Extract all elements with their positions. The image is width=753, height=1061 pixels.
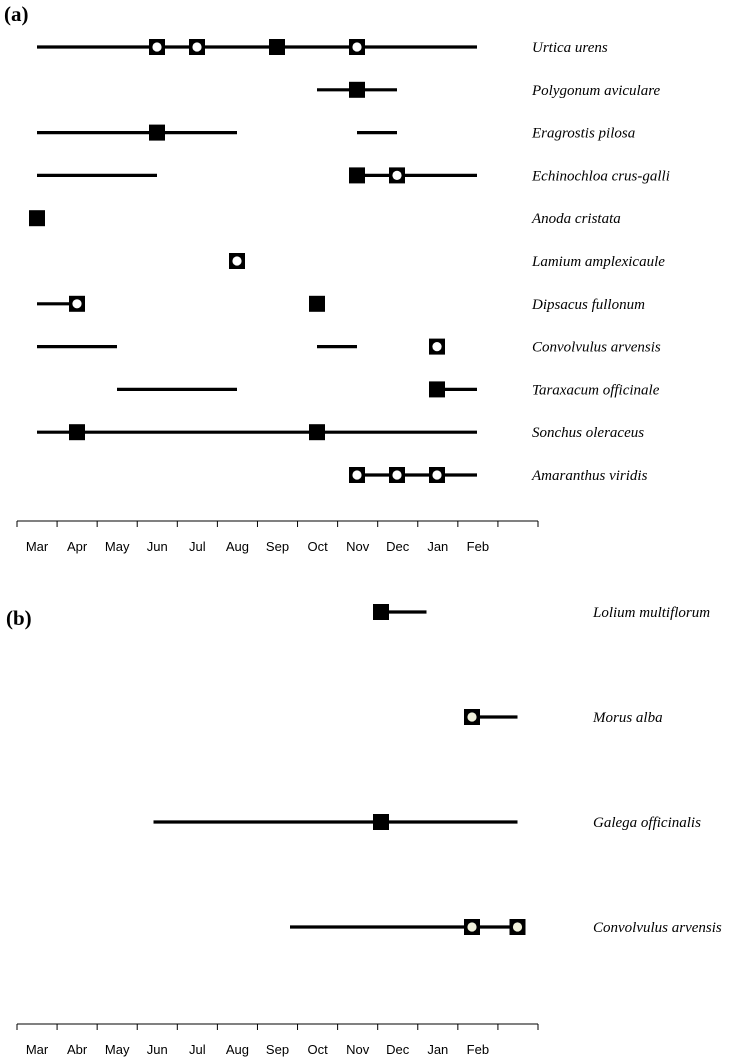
panel-b-x-tick-label-nov: Nov <box>346 1042 370 1057</box>
panel-a-taraxacum-officinale-filled-marker-0 <box>429 381 445 398</box>
panel-a-eragrostis-pilosa-filled-marker-0 <box>149 124 165 141</box>
panel-a-x-tick-label-sep: Sep <box>266 539 289 554</box>
panel-a-dipsacus-fullonum-open-marker-dot-0 <box>72 299 82 309</box>
panel-a-amaranthus-viridis-open-marker-dot-1 <box>392 470 402 480</box>
panel-b-lolium-multiflorum-label: Lolium multiflorum <box>592 605 710 621</box>
panel-a-dipsacus-fullonum-filled-marker-0 <box>309 295 325 312</box>
panel-a-x-tick-label-mar: Mar <box>26 539 49 554</box>
panel-a-echinochloa-crus-galli-filled-marker-0 <box>349 167 365 184</box>
panel-b-x-tick-label-may: May <box>105 1042 130 1057</box>
panel-b-morus-alba-label: Morus alba <box>592 710 663 726</box>
panel-a-sonchus-oleraceus-filled-marker-1 <box>309 424 325 441</box>
panel-a-x-tick-label-apr: Apr <box>67 539 88 554</box>
panel-a-urtica-urens-open-marker-dot-2 <box>352 42 362 52</box>
panel-a-taraxacum-officinale-label: Taraxacum officinale <box>532 382 660 398</box>
panel-a-x-tick-label-feb: Feb <box>467 539 489 554</box>
panel-a-x-tick-label-nov: Nov <box>346 539 370 554</box>
panel-a-x-tick-label-oct: Oct <box>307 539 328 554</box>
panel-b-morus-alba-open-marker-dot-0 <box>467 712 477 722</box>
panel-a-x-tick-label-dec: Dec <box>386 539 410 554</box>
panel-a-amaranthus-viridis-open-marker-dot-0 <box>352 470 362 480</box>
panel-b-x-tick-label-sep: Sep <box>266 1042 289 1057</box>
panel-label-b: (b) <box>6 606 32 630</box>
panel-b-convolvulus-arvensis-label: Convolvulus arvensis <box>593 920 722 936</box>
panel-b-x-tick-label-jun: Jun <box>147 1042 168 1057</box>
panel-b-x-tick-label-jul: Jul <box>189 1042 206 1057</box>
panel-b-galega-officinalis-label: Galega officinalis <box>593 815 701 831</box>
panel-b-galega-officinalis-filled-marker-0 <box>373 814 389 830</box>
panel-a-sonchus-oleraceus-filled-marker-0 <box>69 424 85 441</box>
panel-label-a: (a) <box>4 2 29 26</box>
panel-a-anoda-cristata-label: Anoda cristata <box>531 211 621 227</box>
panel-b-convolvulus-arvensis-open-marker-dot-1 <box>512 922 523 932</box>
panel-a-anoda-cristata-filled-marker-0 <box>29 210 45 227</box>
panel-a-convolvulus-arvensis-open-marker-dot-0 <box>432 342 442 352</box>
panel-a-urtica-urens-open-marker-dot-1 <box>192 42 202 52</box>
panel-a-x-tick-label-jan: Jan <box>427 539 448 554</box>
panel-a-amaranthus-viridis-label: Amaranthus viridis <box>531 468 648 484</box>
panel-a-amaranthus-viridis-open-marker-dot-2 <box>432 470 442 480</box>
panel-b-x-tick-label-jan: Jan <box>427 1042 448 1057</box>
panel-b-x-tick-label-feb: Feb <box>467 1042 489 1057</box>
panel-a-lamium-amplexicaule-open-marker-dot-0 <box>232 256 242 266</box>
panel-b-x-tick-label-aug: Aug <box>226 1042 249 1057</box>
panel-a-dipsacus-fullonum-label: Dipsacus fullonum <box>531 297 645 313</box>
panel-a-x-tick-label-may: May <box>105 539 130 554</box>
panel-b-convolvulus-arvensis-open-marker-dot-0 <box>467 922 477 932</box>
panel-b-x-tick-label-dec: Dec <box>386 1042 410 1057</box>
panel-a-polygonum-aviculare-label: Polygonum aviculare <box>531 83 661 99</box>
panel-a-x-tick-label-jul: Jul <box>189 539 206 554</box>
panel-b-x-tick-label-abr: Abr <box>67 1042 88 1057</box>
panel-a-polygonum-aviculare-filled-marker-0 <box>349 81 365 98</box>
panel-a-echinochloa-crus-galli-open-marker-dot-0 <box>392 170 402 180</box>
panel-b-x-tick-label-mar: Mar <box>26 1042 49 1057</box>
panel-a-convolvulus-arvensis-label: Convolvulus arvensis <box>532 340 661 356</box>
panel-a-x-tick-label-jun: Jun <box>147 539 168 554</box>
panel-a-urtica-urens-label: Urtica urens <box>532 40 608 56</box>
panel-a-sonchus-oleraceus-label: Sonchus oleraceus <box>532 425 644 441</box>
panel-b-lolium-multiflorum-filled-marker-0 <box>373 604 389 620</box>
panel-a-lamium-amplexicaule-label: Lamium amplexicaule <box>531 254 665 270</box>
panel-a-urtica-urens-open-marker-dot-0 <box>152 42 162 52</box>
panel-a-echinochloa-crus-galli-label: Echinochloa crus-galli <box>531 168 670 184</box>
panel-a-eragrostis-pilosa-label: Eragrostis pilosa <box>531 126 635 142</box>
panel-a-x-tick-label-aug: Aug <box>226 539 249 554</box>
panel-b-x-tick-label-oct: Oct <box>307 1042 328 1057</box>
panel-a-urtica-urens-filled-marker-0 <box>269 39 285 55</box>
